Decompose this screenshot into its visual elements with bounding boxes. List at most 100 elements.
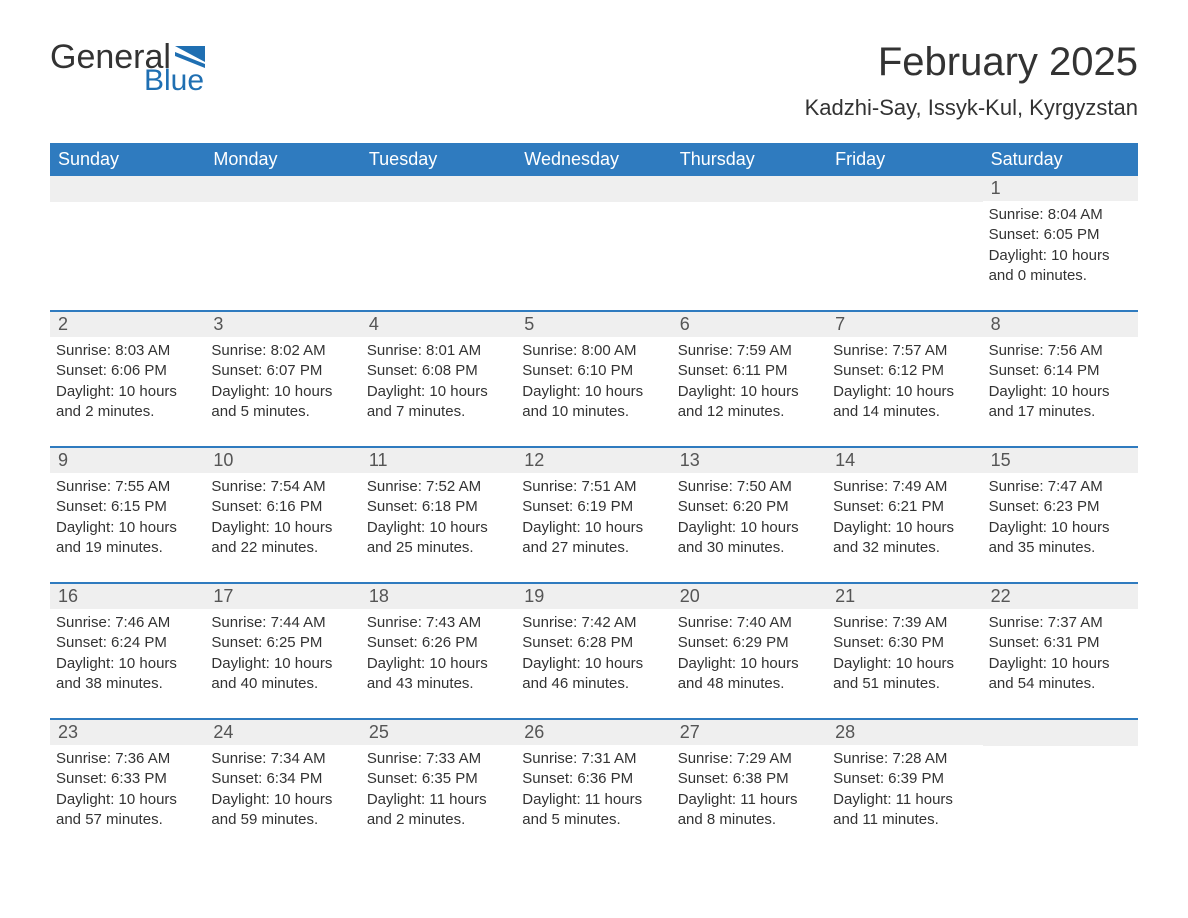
day-cell: 10Sunrise: 7:54 AMSunset: 6:16 PMDayligh…	[205, 448, 360, 564]
day-number: 3	[205, 312, 360, 337]
day-number	[983, 720, 1138, 746]
sunset-label: Sunset: 6:24 PM	[56, 633, 199, 653]
day-cell: 28Sunrise: 7:28 AMSunset: 6:39 PMDayligh…	[827, 720, 982, 836]
weekday-header: Thursday	[672, 143, 827, 176]
day-number: 17	[205, 584, 360, 609]
day-number: 25	[361, 720, 516, 745]
day-cell	[983, 720, 1138, 836]
sunrise-label: Sunrise: 7:43 AM	[367, 613, 510, 633]
day-number: 5	[516, 312, 671, 337]
sunrise-label: Sunrise: 7:55 AM	[56, 477, 199, 497]
daylight-label: Daylight: 10 hours and 17 minutes.	[989, 382, 1132, 423]
sunset-label: Sunset: 6:26 PM	[367, 633, 510, 653]
day-cell: 11Sunrise: 7:52 AMSunset: 6:18 PMDayligh…	[361, 448, 516, 564]
day-number: 7	[827, 312, 982, 337]
sunrise-label: Sunrise: 7:33 AM	[367, 749, 510, 769]
sunrise-label: Sunrise: 7:54 AM	[211, 477, 354, 497]
sunrise-label: Sunrise: 7:46 AM	[56, 613, 199, 633]
title-block: February 2025 Kadzhi-Say, Issyk-Kul, Kyr…	[805, 40, 1138, 135]
sunset-label: Sunset: 6:38 PM	[678, 769, 821, 789]
day-number: 22	[983, 584, 1138, 609]
header: General Blue February 2025 Kadzhi-Say, I…	[50, 40, 1138, 135]
sunset-label: Sunset: 6:19 PM	[522, 497, 665, 517]
day-cell	[361, 176, 516, 292]
sunrise-label: Sunrise: 7:29 AM	[678, 749, 821, 769]
day-cell: 5Sunrise: 8:00 AMSunset: 6:10 PMDaylight…	[516, 312, 671, 428]
weekday-header: Wednesday	[516, 143, 671, 176]
sunset-label: Sunset: 6:35 PM	[367, 769, 510, 789]
day-number	[361, 176, 516, 202]
weekday-header: Saturday	[983, 143, 1138, 176]
daylight-label: Daylight: 10 hours and 5 minutes.	[211, 382, 354, 423]
day-number: 20	[672, 584, 827, 609]
daylight-label: Daylight: 10 hours and 54 minutes.	[989, 654, 1132, 695]
day-cell: 19Sunrise: 7:42 AMSunset: 6:28 PMDayligh…	[516, 584, 671, 700]
sunset-label: Sunset: 6:25 PM	[211, 633, 354, 653]
sunrise-label: Sunrise: 7:28 AM	[833, 749, 976, 769]
day-cell: 22 Sunrise: 7:37 AMSunset: 6:31 PMDayligh…	[983, 584, 1138, 700]
sunrise-label: Sunrise: 7:44 AM	[211, 613, 354, 633]
day-number: 11	[361, 448, 516, 473]
day-number	[205, 176, 360, 202]
daylight-label: Daylight: 10 hours and 14 minutes.	[833, 382, 976, 423]
day-cell: 18Sunrise: 7:43 AMSunset: 6:26 PMDayligh…	[361, 584, 516, 700]
sunrise-label: Sunrise: 7:42 AM	[522, 613, 665, 633]
day-number: 10	[205, 448, 360, 473]
daylight-label: Daylight: 10 hours and 27 minutes.	[522, 518, 665, 559]
day-cell	[205, 176, 360, 292]
daylight-label: Daylight: 10 hours and 32 minutes.	[833, 518, 976, 559]
daylight-label: Daylight: 10 hours and 30 minutes.	[678, 518, 821, 559]
daylight-label: Daylight: 10 hours and 35 minutes.	[989, 518, 1132, 559]
sunset-label: Sunset: 6:15 PM	[56, 497, 199, 517]
day-number: 16	[50, 584, 205, 609]
sunrise-label: Sunrise: 7:34 AM	[211, 749, 354, 769]
day-cell: 24Sunrise: 7:34 AMSunset: 6:34 PMDayligh…	[205, 720, 360, 836]
sunset-label: Sunset: 6:16 PM	[211, 497, 354, 517]
day-number: 12	[516, 448, 671, 473]
sunrise-label: Sunrise: 7:40 AM	[678, 613, 821, 633]
daylight-label: Daylight: 10 hours and 48 minutes.	[678, 654, 821, 695]
location-label: Kadzhi-Say, Issyk-Kul, Kyrgyzstan	[805, 95, 1138, 121]
weekday-header: Tuesday	[361, 143, 516, 176]
day-cell: 9Sunrise: 7:55 AMSunset: 6:15 PMDaylight…	[50, 448, 205, 564]
page-title: February 2025	[805, 40, 1138, 85]
sunset-label: Sunset: 6:18 PM	[367, 497, 510, 517]
day-cell: 21Sunrise: 7:39 AMSunset: 6:30 PMDayligh…	[827, 584, 982, 700]
sunset-label: Sunset: 6:30 PM	[833, 633, 976, 653]
daylight-label: Daylight: 10 hours and 12 minutes.	[678, 382, 821, 423]
sunset-label: Sunset: 6:14 PM	[989, 361, 1132, 381]
daylight-label: Daylight: 10 hours and 43 minutes.	[367, 654, 510, 695]
weekday-header-row: SundayMondayTuesdayWednesdayThursdayFrid…	[50, 143, 1138, 176]
sunset-label: Sunset: 6:12 PM	[833, 361, 976, 381]
week-row: 1Sunrise: 8:04 AMSunset: 6:05 PMDaylight…	[50, 176, 1138, 292]
logo: General Blue	[50, 40, 205, 96]
day-cell	[516, 176, 671, 292]
day-number: 9	[50, 448, 205, 473]
sunrise-label: Sunrise: 7:37 AM	[989, 613, 1132, 633]
day-cell: 12Sunrise: 7:51 AMSunset: 6:19 PMDayligh…	[516, 448, 671, 564]
daylight-label: Daylight: 10 hours and 25 minutes.	[367, 518, 510, 559]
daylight-label: Daylight: 10 hours and 40 minutes.	[211, 654, 354, 695]
daylight-label: Daylight: 10 hours and 59 minutes.	[211, 790, 354, 831]
day-cell: 3Sunrise: 8:02 AMSunset: 6:07 PMDaylight…	[205, 312, 360, 428]
day-cell: 7 Sunrise: 7:57 AMSunset: 6:12 PMDaylight…	[827, 312, 982, 428]
day-number	[516, 176, 671, 202]
day-number: 21	[827, 584, 982, 609]
day-number: 2	[50, 312, 205, 337]
sunset-label: Sunset: 6:31 PM	[989, 633, 1132, 653]
day-number: 1	[983, 176, 1138, 201]
sunrise-label: Sunrise: 7:56 AM	[989, 341, 1132, 361]
day-number: 13	[672, 448, 827, 473]
sunset-label: Sunset: 6:33 PM	[56, 769, 199, 789]
sunset-label: Sunset: 6:36 PM	[522, 769, 665, 789]
sunrise-label: Sunrise: 8:02 AM	[211, 341, 354, 361]
sunset-label: Sunset: 6:05 PM	[989, 225, 1132, 245]
sunrise-label: Sunrise: 7:59 AM	[678, 341, 821, 361]
sunrise-label: Sunrise: 7:57 AM	[833, 341, 976, 361]
daylight-label: Daylight: 10 hours and 0 minutes.	[989, 246, 1132, 287]
day-cell: 8Sunrise: 7:56 AMSunset: 6:14 PMDaylight…	[983, 312, 1138, 428]
week-row: 2Sunrise: 8:03 AMSunset: 6:06 PMDaylight…	[50, 310, 1138, 428]
sunset-label: Sunset: 6:06 PM	[56, 361, 199, 381]
daylight-label: Daylight: 10 hours and 46 minutes.	[522, 654, 665, 695]
sunrise-label: Sunrise: 7:49 AM	[833, 477, 976, 497]
